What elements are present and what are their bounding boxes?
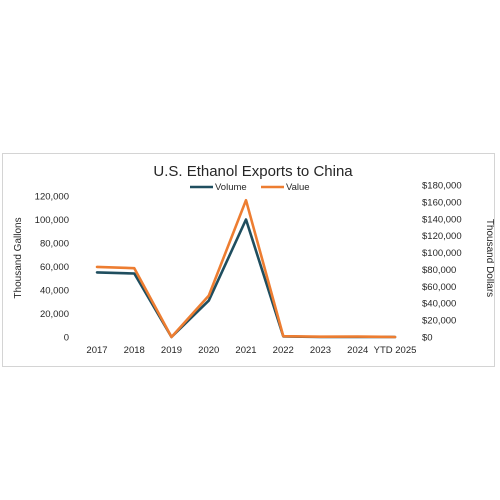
y-right-tick-label: $0: [422, 333, 433, 344]
x-axis-ticks: 2017 2018 2019 2020 2021 2022 2023 2024 YTD 2025: [86, 345, 416, 356]
y-left-tick-label: 40,000: [40, 286, 69, 297]
y-left-tick-label: 80,000: [40, 239, 69, 250]
y-axis-right-ticks: $0 $20,000 $40,000 $60,000 $80,000 $100,000 $1…: [422, 181, 462, 344]
y-axis-left-ticks: 0 20,000 40,000 60,000 80,000 100,000 120,000: [35, 192, 69, 344]
y-left-tick-label: 60,000: [40, 262, 69, 273]
y-right-tick-label: $120,000: [422, 231, 462, 242]
y-right-tick-label: $160,000: [422, 197, 462, 208]
y-left-tick-label: 20,000: [40, 309, 69, 320]
series-line-volume: [95, 218, 397, 339]
legend: Volume Value: [190, 182, 310, 193]
y-axis-right-title: Thousand Dollars: [484, 219, 494, 297]
x-tick-label: 2017: [86, 345, 107, 356]
x-tick-label: 2021: [235, 345, 256, 356]
y-right-tick-label: $180,000: [422, 181, 462, 192]
line-chart: U.S. Ethanol Exports to China Volume Val…: [13, 163, 494, 356]
y-right-tick-label: $140,000: [422, 214, 462, 225]
x-tick-label: YTD 2025: [374, 345, 417, 356]
x-tick-label: 2019: [161, 345, 182, 356]
chart-frame: U.S. Ethanol Exports to China Volume Val…: [2, 153, 495, 367]
y-right-tick-label: $80,000: [422, 265, 456, 276]
y-right-tick-label: $100,000: [422, 248, 462, 259]
y-right-tick-label: $40,000: [422, 299, 456, 310]
legend-label-volume: Volume: [215, 182, 247, 193]
x-tick-label: 2024: [347, 345, 368, 356]
chart-title: U.S. Ethanol Exports to China: [153, 163, 353, 180]
x-tick-label: 2020: [198, 345, 219, 356]
x-tick-label: 2022: [273, 345, 294, 356]
x-tick-label: 2018: [124, 345, 145, 356]
y-left-tick-label: 100,000: [35, 215, 69, 226]
y-right-tick-label: $60,000: [422, 282, 456, 293]
y-axis-left-title: Thousand Gallons: [13, 217, 24, 298]
legend-label-value: Value: [286, 182, 310, 193]
series-line-value: [95, 198, 397, 339]
y-right-tick-label: $20,000: [422, 316, 456, 327]
y-left-tick-label: 0: [64, 333, 69, 344]
x-tick-label: 2023: [310, 345, 331, 356]
series-lines: [95, 198, 397, 339]
y-left-tick-label: 120,000: [35, 192, 69, 203]
